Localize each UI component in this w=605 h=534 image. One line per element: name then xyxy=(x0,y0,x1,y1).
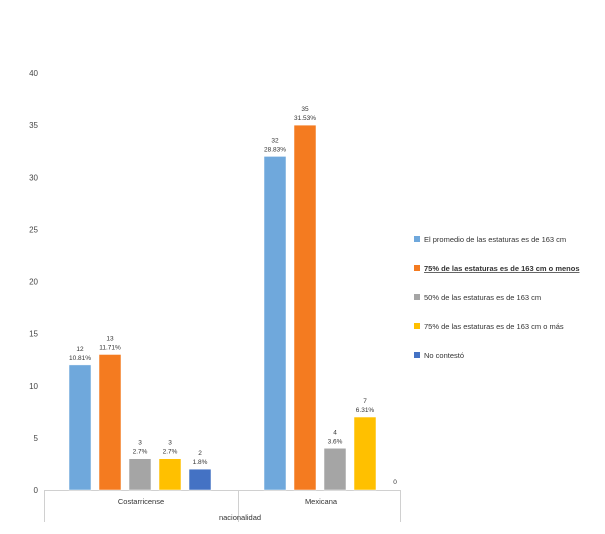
legend-label-3: 50% de las estaturas es de 163 cm xyxy=(424,293,541,302)
category-label-costarricense: Costarricense xyxy=(118,497,164,506)
data-label-5-1-percent: 1.8% xyxy=(193,459,208,466)
data-label-4-2-percent: 6.31% xyxy=(356,407,375,414)
y-tick-label-0: 0 xyxy=(34,486,39,495)
data-label-4-2-count: 7 xyxy=(363,398,367,405)
y-tick-label-10: 10 xyxy=(29,382,38,391)
bar-2-costarricense xyxy=(98,354,122,491)
data-label-4-1-count: 3 xyxy=(168,440,172,447)
data-label-1-2-count: 32 xyxy=(271,137,279,144)
data-label-5-1-count: 2 xyxy=(198,450,202,457)
data-label-4-1-percent: 2.7% xyxy=(163,449,178,456)
y-tick-label-20: 20 xyxy=(29,278,38,287)
y-tick-label-35: 35 xyxy=(29,121,38,130)
y-tick-label-40: 40 xyxy=(29,69,38,78)
y-tick-label-5: 5 xyxy=(34,434,39,443)
legend-swatch-3 xyxy=(414,294,420,300)
data-label-3-1-count: 3 xyxy=(138,440,142,447)
bar-1-costarricense xyxy=(68,364,92,491)
data-label-2-2-percent: 31.53% xyxy=(294,115,316,122)
data-label-2-1-percent: 11.71% xyxy=(99,344,121,351)
data-label-2-1-count: 13 xyxy=(106,335,114,342)
legend-label-4: 75% de las estaturas es de 163 cm o más xyxy=(424,322,564,331)
legend-label-5: No contestó xyxy=(424,351,464,360)
data-label-1-2-percent: 28.83% xyxy=(264,146,286,153)
legend-label-1: El promedio de las estaturas es de 163 c… xyxy=(424,235,566,244)
legend-swatch-5 xyxy=(414,352,420,358)
y-tick-label-30: 30 xyxy=(29,173,38,182)
data-label-1-1-count: 12 xyxy=(76,346,84,353)
legend-label-2: 75% de las estaturas es de 163 cm o meno… xyxy=(424,264,580,273)
bar-3-mexicana xyxy=(323,448,347,491)
data-label-1-1-percent: 10.81% xyxy=(69,355,91,362)
category-label-mexicana: Mexicana xyxy=(305,497,338,506)
data-label-3-2-percent: 3.6% xyxy=(328,438,343,445)
bar-1-mexicana xyxy=(263,156,287,491)
data-label-2-2-count: 35 xyxy=(301,106,309,113)
legend-swatch-1 xyxy=(414,236,420,242)
data-label-3-2-count: 4 xyxy=(333,429,337,436)
legend-swatch-4 xyxy=(414,323,420,329)
bar-3-costarricense xyxy=(128,458,152,491)
bar-4-costarricense xyxy=(158,458,182,491)
data-label-5-2: 0 xyxy=(393,479,397,486)
y-tick-label-15: 15 xyxy=(29,330,38,339)
y-tick-label-25: 25 xyxy=(29,225,38,234)
bar-2-mexicana xyxy=(293,124,317,491)
bar-5-costarricense xyxy=(188,468,212,491)
bar-4-mexicana xyxy=(353,416,377,491)
data-label-3-1-percent: 2.7% xyxy=(133,449,148,456)
legend-swatch-2 xyxy=(414,265,420,271)
x-axis-title: nacionalidad xyxy=(219,513,261,522)
